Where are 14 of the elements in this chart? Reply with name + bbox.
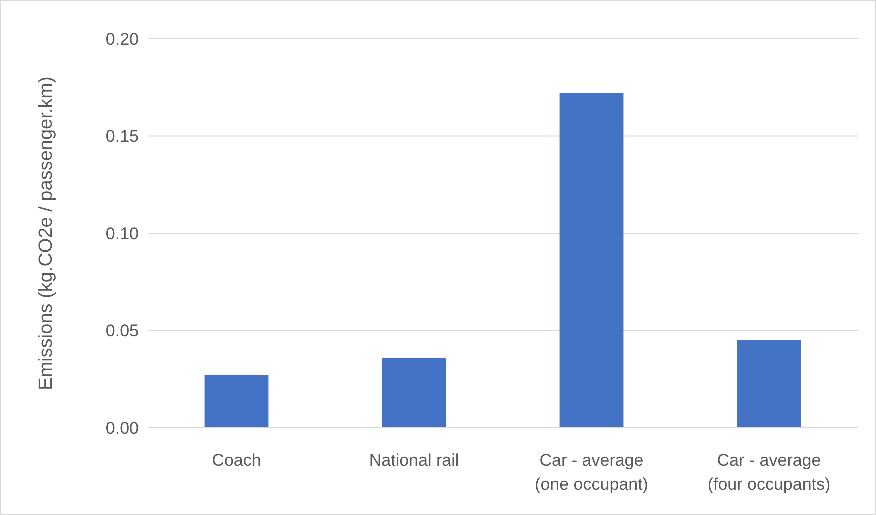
bar xyxy=(737,340,802,428)
y-axis-title: Emissions (kg.CO2e / passenger.km) xyxy=(36,76,57,390)
y-tick-label: 0.10 xyxy=(106,224,139,244)
x-tick-label: Coach xyxy=(212,451,262,470)
y-tick-label: 0.00 xyxy=(106,418,139,438)
y-tick-label: 0.05 xyxy=(106,322,139,341)
x-tick-label: Car - average (one occupant) xyxy=(535,451,648,494)
x-tick-label: Car - average (four occupants) xyxy=(708,451,831,494)
bar xyxy=(560,93,624,428)
y-tick-label: 0.15 xyxy=(106,127,139,146)
bar xyxy=(204,375,269,428)
x-tick-label: National rail xyxy=(369,451,460,470)
y-tick-label: 0.20 xyxy=(106,30,139,49)
bar xyxy=(382,358,446,428)
